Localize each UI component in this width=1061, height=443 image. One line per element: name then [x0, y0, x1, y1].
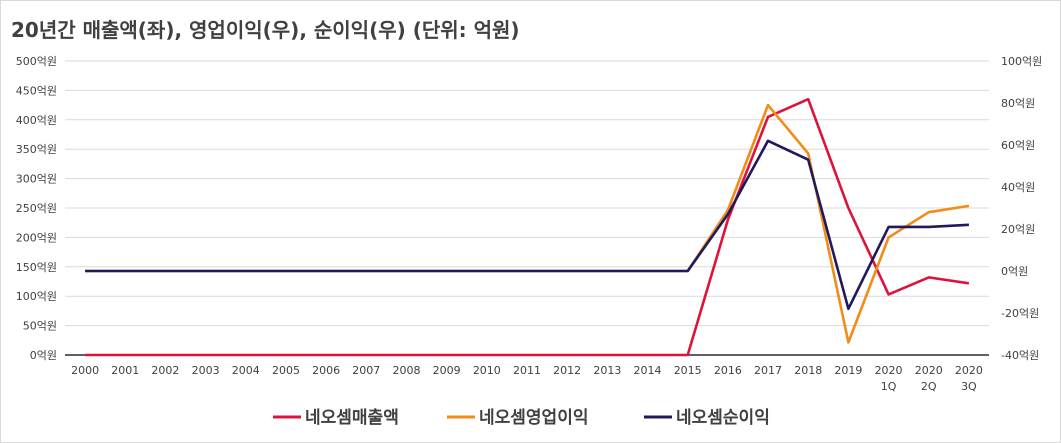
right-tick-label: 0억원	[1001, 265, 1028, 278]
x-tick-label: 2007	[352, 364, 380, 377]
right-tick-label: 40억원	[1001, 181, 1035, 194]
left-tick-label: 400억원	[16, 114, 57, 127]
left-axis: 0억원 50억원 100억원 150억원 200억원 250억원 300억원 350억원 400…	[16, 55, 57, 362]
left-tick-label: 200억원	[16, 231, 57, 244]
x-tick-label: 2011	[513, 364, 541, 377]
x-tick-label: 2016	[714, 364, 742, 377]
series-line-1	[85, 97, 970, 357]
legend-label: 네오셈영업이익	[479, 408, 588, 428]
series-line-3	[85, 139, 969, 311]
left-tick-label: 500억원	[16, 55, 57, 68]
x-tick-label: 2020 3Q	[955, 364, 983, 393]
x-tick-label: 2009	[433, 364, 461, 377]
x-tick-label: 2018	[794, 364, 822, 377]
left-tick-label: 0억원	[30, 349, 57, 362]
x-axis: 2000 2001 2002 2003 2004 2005 2006 2007 2008 2009…	[65, 354, 989, 393]
x-tick-label: 2001	[111, 364, 139, 377]
x-tick-label: 2012	[553, 364, 581, 377]
left-tick-label: 350억원	[16, 143, 57, 156]
right-tick-label: -40억원	[1001, 349, 1039, 362]
x-tick-label: 2015	[674, 364, 702, 377]
left-tick-label: 50억원	[23, 320, 57, 333]
right-tick-label: 100억원	[1001, 55, 1042, 68]
series-line-2	[85, 103, 970, 344]
x-tick-label: 2020 1Q	[875, 364, 903, 393]
x-tick-label: 2013	[593, 364, 621, 377]
grid-layer	[65, 60, 989, 327]
x-tick-label: 2010	[473, 364, 501, 377]
x-tick-label: 2014	[634, 364, 662, 377]
right-axis: -40억원 -20억원 0억원 20억원 40억원 60억원 80억원 100억원	[1001, 55, 1042, 362]
right-tick-label: 20억원	[1001, 223, 1035, 236]
right-tick-label: 80억원	[1001, 97, 1035, 110]
x-tick-label: 2002	[151, 364, 179, 377]
legend: 네오셈매출액 네오셈영업이익 네오셈순이익	[273, 408, 770, 428]
x-tick-label: 2019	[834, 364, 862, 377]
right-tick-label: 60억원	[1001, 139, 1035, 152]
right-tick-label: -20억원	[1001, 307, 1039, 320]
left-tick-label: 100억원	[16, 290, 57, 303]
x-tick-label: 2017	[754, 364, 782, 377]
left-tick-label: 300억원	[16, 173, 57, 186]
x-tick-label: 2003	[192, 364, 220, 377]
left-tick-label: 450억원	[16, 84, 57, 97]
x-tick-label: 2008	[392, 364, 420, 377]
series-layer	[85, 97, 970, 357]
x-tick-label: 2000	[71, 364, 99, 377]
left-tick-label: 250억원	[16, 202, 57, 215]
x-tick-label: 2004	[232, 364, 260, 377]
left-tick-label: 150억원	[16, 261, 57, 274]
chart-title: 20년간 매출액(좌), 영업이익(우), 순이익(우) (단위: 억원)	[11, 18, 520, 42]
x-tick-label: 2006	[312, 364, 340, 377]
legend-label: 네오셈매출액	[305, 408, 399, 428]
legend-label: 네오셈순이익	[676, 408, 770, 428]
x-tick-label: 2005	[272, 364, 300, 377]
x-tick-label: 2020 2Q	[915, 364, 943, 393]
